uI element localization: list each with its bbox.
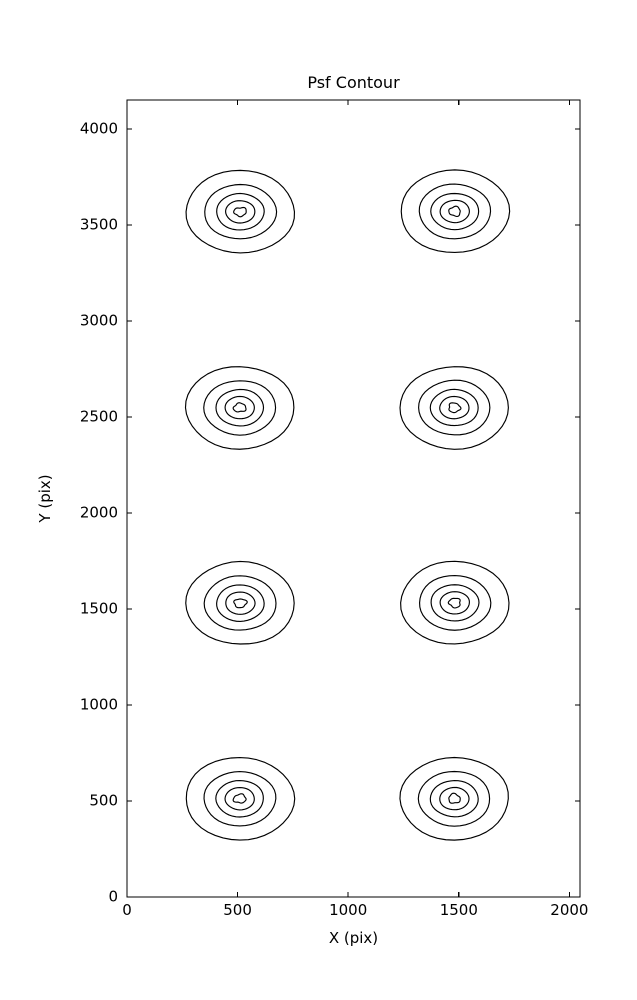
contour-level-3 [439, 591, 470, 615]
contour-level-0 [184, 366, 295, 450]
x-axis-title: X (pix) [329, 929, 378, 947]
plot-title: Psf Contour [307, 73, 400, 92]
x-tick-label: 0 [122, 901, 132, 919]
contour-level-0 [185, 169, 296, 254]
contour-level-1 [418, 183, 492, 240]
contour-level-2 [216, 192, 265, 231]
x-tick-label: 500 [223, 901, 252, 919]
psf-source [400, 169, 511, 254]
contour-level-3 [439, 786, 470, 811]
contour-level-0 [399, 756, 509, 841]
axes-spines [126, 99, 581, 898]
x-tick-label: 2000 [550, 901, 588, 919]
contour-level-0 [400, 169, 511, 254]
contour-level-1 [418, 379, 491, 436]
psf-source [185, 756, 296, 841]
contour-sources [184, 169, 511, 841]
contour-level-0 [185, 756, 296, 841]
psf-source [185, 560, 295, 645]
y-tick-label: 3500 [80, 215, 118, 233]
x-tick-label: 1000 [329, 901, 367, 919]
contour-level-1 [417, 770, 491, 827]
contour-level-1 [203, 380, 277, 436]
psf-source [399, 366, 509, 450]
y-tick-label: 3000 [80, 311, 118, 329]
y-tick-label: 500 [89, 791, 118, 809]
contour-level-4 [448, 402, 462, 414]
contour-level-4 [448, 792, 461, 804]
contour-level-1 [204, 183, 278, 240]
contour-level-2 [429, 780, 479, 818]
contour-level-3 [225, 591, 256, 615]
axis-ticks [126, 100, 580, 898]
contour-level-0 [185, 560, 295, 645]
contour-level-2 [430, 584, 480, 622]
psf-source [400, 560, 510, 645]
psf-source [399, 756, 509, 841]
contour-level-2 [216, 584, 265, 622]
y-tick-label: 1500 [80, 599, 118, 617]
contour-level-4 [232, 402, 247, 413]
contour-level-4 [233, 206, 247, 218]
axes-frame [126, 99, 581, 898]
y-tick-label: 4000 [80, 119, 118, 137]
contour-level-3 [439, 199, 470, 224]
contour-level-3 [439, 395, 470, 420]
contour-level-4 [232, 793, 247, 804]
contour-level-2 [215, 779, 264, 818]
contour-level-4 [233, 598, 248, 609]
contour-level-2 [215, 388, 265, 427]
axis-tick-labels: 0 500 1000 1500 2000 0 500 1000 1500 2000 2500 3000… [80, 119, 589, 919]
contour-level-3 [224, 395, 255, 420]
y-tick-label: 2000 [80, 503, 118, 521]
psf-source [185, 169, 296, 254]
contour-level-1 [203, 771, 277, 827]
contour-level-4 [448, 205, 461, 218]
title-group: Psf Contour [307, 73, 400, 92]
x-tick-label: 1500 [440, 901, 478, 919]
contour-level-2 [430, 192, 480, 231]
contour-level-3 [224, 787, 255, 811]
contour-level-0 [399, 366, 509, 450]
contour-level-2 [429, 388, 479, 427]
y-axis-title: Y (pix) [36, 474, 54, 523]
contour-level-3 [225, 200, 256, 224]
y-tick-label: 1000 [80, 695, 118, 713]
contour-level-1 [419, 574, 492, 631]
axis-titles: X (pix) Y (pix) [36, 474, 378, 947]
contour-level-1 [203, 575, 277, 631]
psf-source [184, 366, 295, 450]
contour-level-0 [400, 560, 510, 645]
contour-level-4 [447, 597, 461, 609]
y-tick-label: 2500 [80, 407, 118, 425]
y-tick-label: 0 [108, 888, 118, 906]
